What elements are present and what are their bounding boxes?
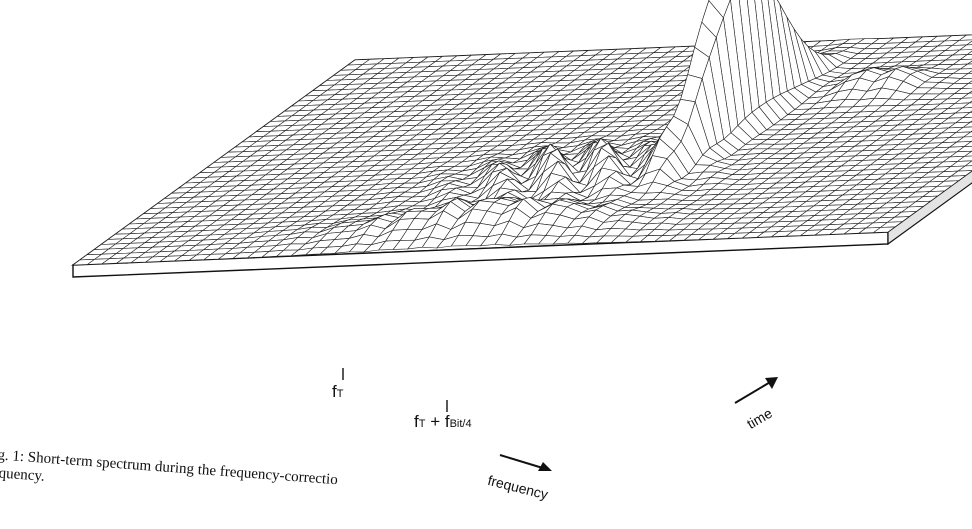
spectrum-mesh xyxy=(73,0,972,265)
tick-label-fT-plus-fBit4: fT + fBit/4 xyxy=(414,412,472,432)
figure-stage: fT fT + fBit/4 frequency time ig. 1: Sho… xyxy=(0,0,972,513)
frequency-arrow xyxy=(500,455,552,471)
frequency-ticks xyxy=(343,368,447,412)
spectrum-3d-plot xyxy=(0,0,972,513)
time-arrow xyxy=(735,377,778,403)
tick-label-fT: fT xyxy=(332,382,343,402)
